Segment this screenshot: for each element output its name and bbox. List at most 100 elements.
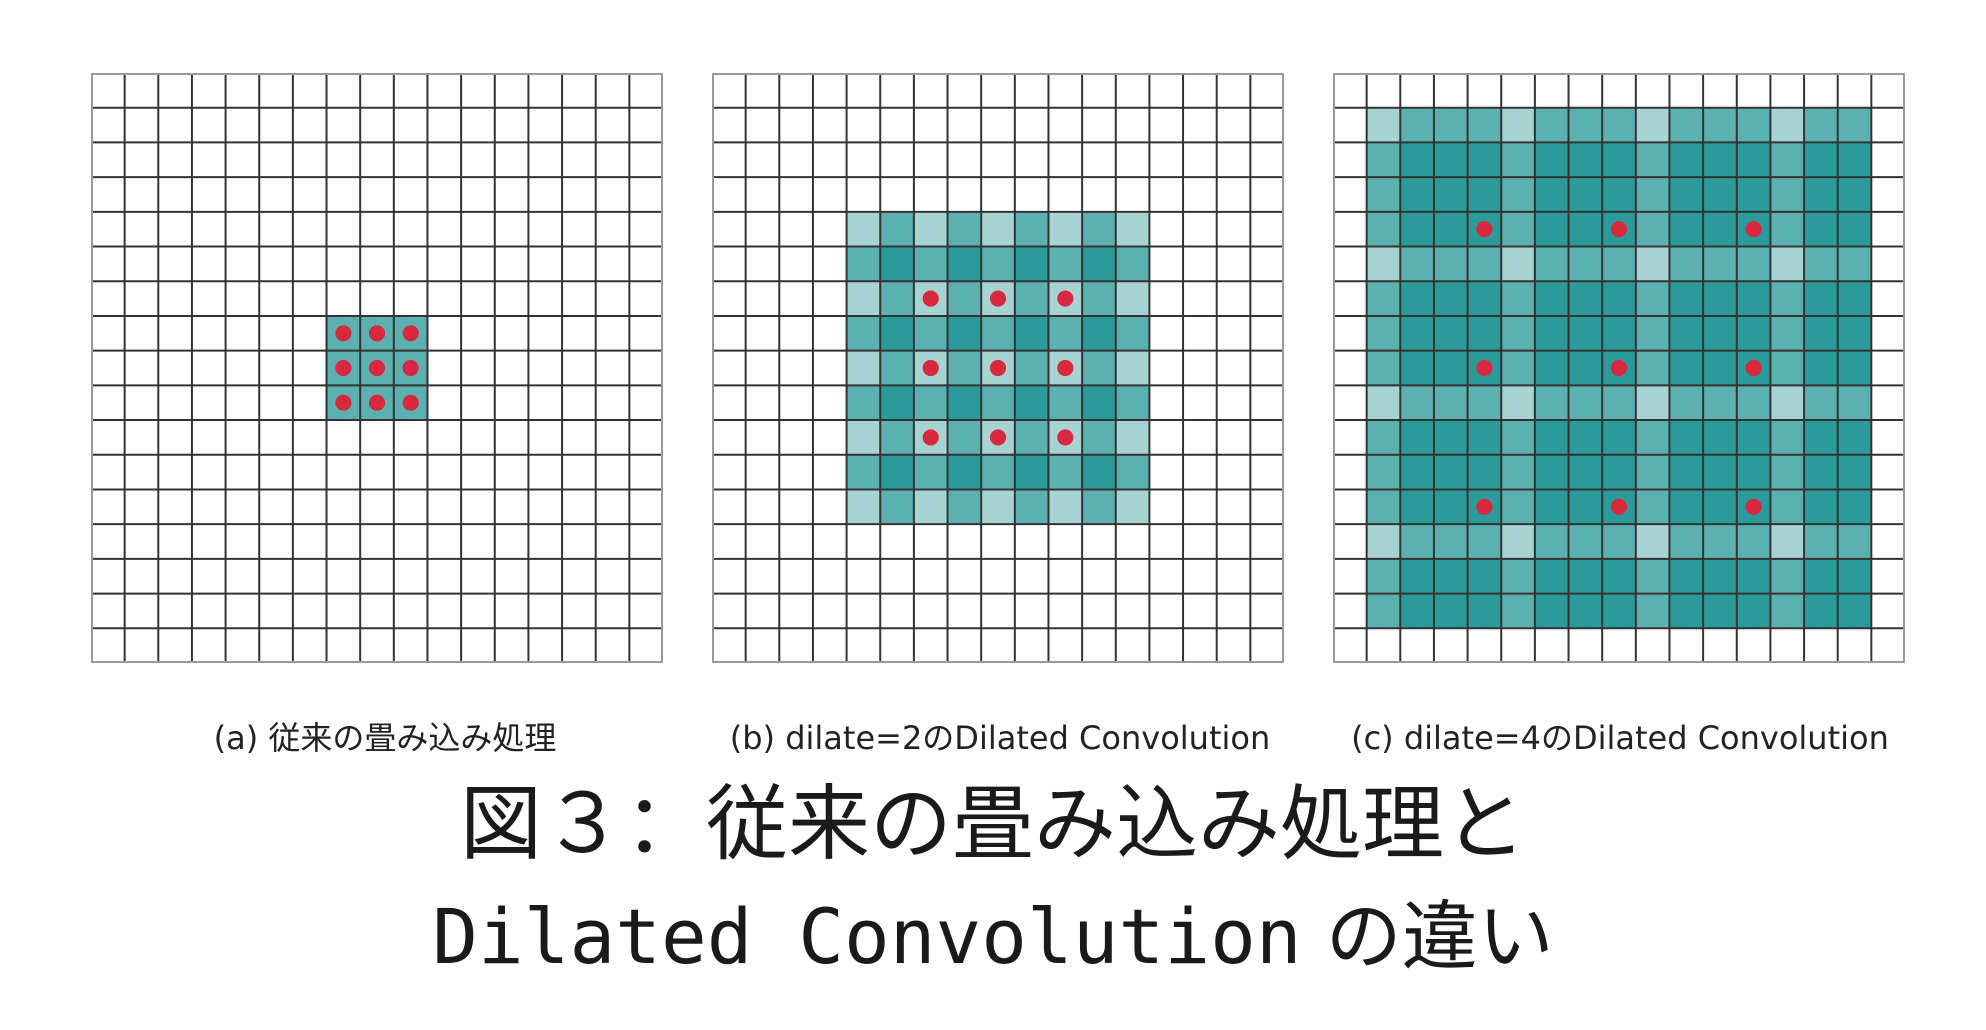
shaded-cell [1400,177,1434,212]
shaded-cell [1434,247,1468,282]
shaded-cell [1082,212,1116,247]
shaded-cell [1669,212,1703,247]
shaded-cell [1703,420,1737,455]
shaded-cell [1703,385,1737,420]
shaded-cell [1367,455,1401,490]
shaded-cell [1015,281,1049,316]
shaded-cell [1602,316,1636,351]
shaded-cell [1737,316,1771,351]
shaded-cell [1501,420,1535,455]
shaded-cell [1838,247,1872,282]
shaded-cell [1703,177,1737,212]
shaded-cell [1501,108,1535,143]
shaded-cell [1602,559,1636,594]
kernel-tap-dot [403,395,419,411]
shaded-cell [1015,489,1049,524]
shaded-cell [1569,420,1603,455]
shaded-cell [1015,420,1049,455]
shaded-cell [880,247,914,282]
shaded-cell [1048,455,1082,490]
shaded-cell [1569,177,1603,212]
kernel-tap-dot [1746,499,1762,515]
shaded-cell [1468,316,1502,351]
shaded-cell [1804,489,1838,524]
shaded-cell [1367,281,1401,316]
shaded-cell [1804,177,1838,212]
shaded-cell [914,316,948,351]
kernel-tap-dot [1611,221,1627,237]
shaded-cell [1770,212,1804,247]
shaded-cell [1569,212,1603,247]
shaded-cell [1636,177,1670,212]
shaded-cell [1367,108,1401,143]
shaded-cell [880,316,914,351]
shaded-cell [1838,524,1872,559]
shaded-cell [1737,177,1771,212]
figure-title-line2: Dilated Convolution の違い [0,882,1986,992]
shaded-cell [1501,489,1535,524]
shaded-cell [1535,385,1569,420]
shaded-cell [1015,212,1049,247]
shaded-cell [880,281,914,316]
shaded-cell [1434,489,1468,524]
shaded-cell [948,316,982,351]
shaded-cell [880,489,914,524]
shaded-cell [1434,212,1468,247]
shaded-cell [1082,420,1116,455]
shaded-cell [1400,247,1434,282]
shaded-cell [1804,281,1838,316]
shaded-cell [1804,142,1838,177]
shaded-cell [1367,247,1401,282]
shaded-cell [1535,594,1569,629]
shaded-cell [1434,594,1468,629]
shaded-cell [1501,142,1535,177]
shaded-cell [1770,316,1804,351]
shaded-cell [1703,594,1737,629]
shaded-cell [1669,281,1703,316]
shaded-cell [1400,281,1434,316]
shaded-cell [1400,142,1434,177]
shaded-cell [1434,108,1468,143]
shaded-cell [1116,489,1150,524]
shaded-cell [1737,594,1771,629]
shaded-cell [847,316,881,351]
shaded-cell [1636,108,1670,143]
shaded-cell [1501,594,1535,629]
shaded-cell [1569,455,1603,490]
shaded-cell [1838,594,1872,629]
kernel-tap-dot [403,325,419,341]
shaded-cell [1048,489,1082,524]
shaded-cell [1501,177,1535,212]
shaded-cell [1048,316,1082,351]
caption-dilate-4: (c) dilate=4のDilated Convolution [1320,718,1920,758]
panel-dilate-2 [712,73,1284,663]
shaded-cell [1468,524,1502,559]
shaded-cell [914,212,948,247]
shaded-cell [1501,559,1535,594]
shaded-cell [1770,524,1804,559]
shaded-cell [1400,455,1434,490]
shaded-cell [1804,385,1838,420]
shaded-cell [1838,385,1872,420]
shaded-cell [1737,559,1771,594]
shaded-cell [1048,385,1082,420]
shaded-cell [1737,142,1771,177]
shaded-cell [1669,489,1703,524]
shaded-cell [1116,316,1150,351]
shaded-cell [1770,455,1804,490]
shaded-cell [1015,247,1049,282]
shaded-cell [1602,524,1636,559]
shaded-cell [1434,281,1468,316]
shaded-cell [1468,108,1502,143]
shaded-cell [1468,559,1502,594]
shaded-cell [1838,281,1872,316]
shaded-cell [948,385,982,420]
shaded-cell [847,212,881,247]
shaded-cell [1367,524,1401,559]
shaded-cell [1400,594,1434,629]
shaded-cell [1636,559,1670,594]
shaded-cell [1434,351,1468,386]
shaded-cell [1015,455,1049,490]
shaded-cell [1400,420,1434,455]
shaded-cell [1804,108,1838,143]
